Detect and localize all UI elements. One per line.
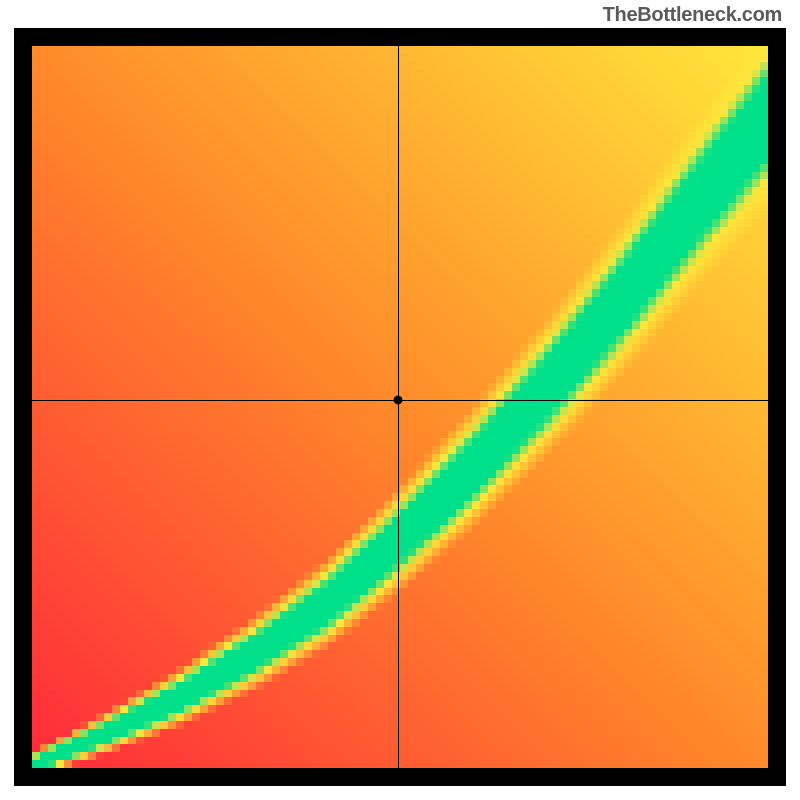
chart-frame — [14, 28, 786, 786]
heatmap-canvas — [32, 46, 768, 768]
crosshair-vertical — [398, 46, 399, 768]
crosshair-point — [393, 395, 402, 404]
watermark-text: TheBottleneck.com — [603, 4, 782, 27]
